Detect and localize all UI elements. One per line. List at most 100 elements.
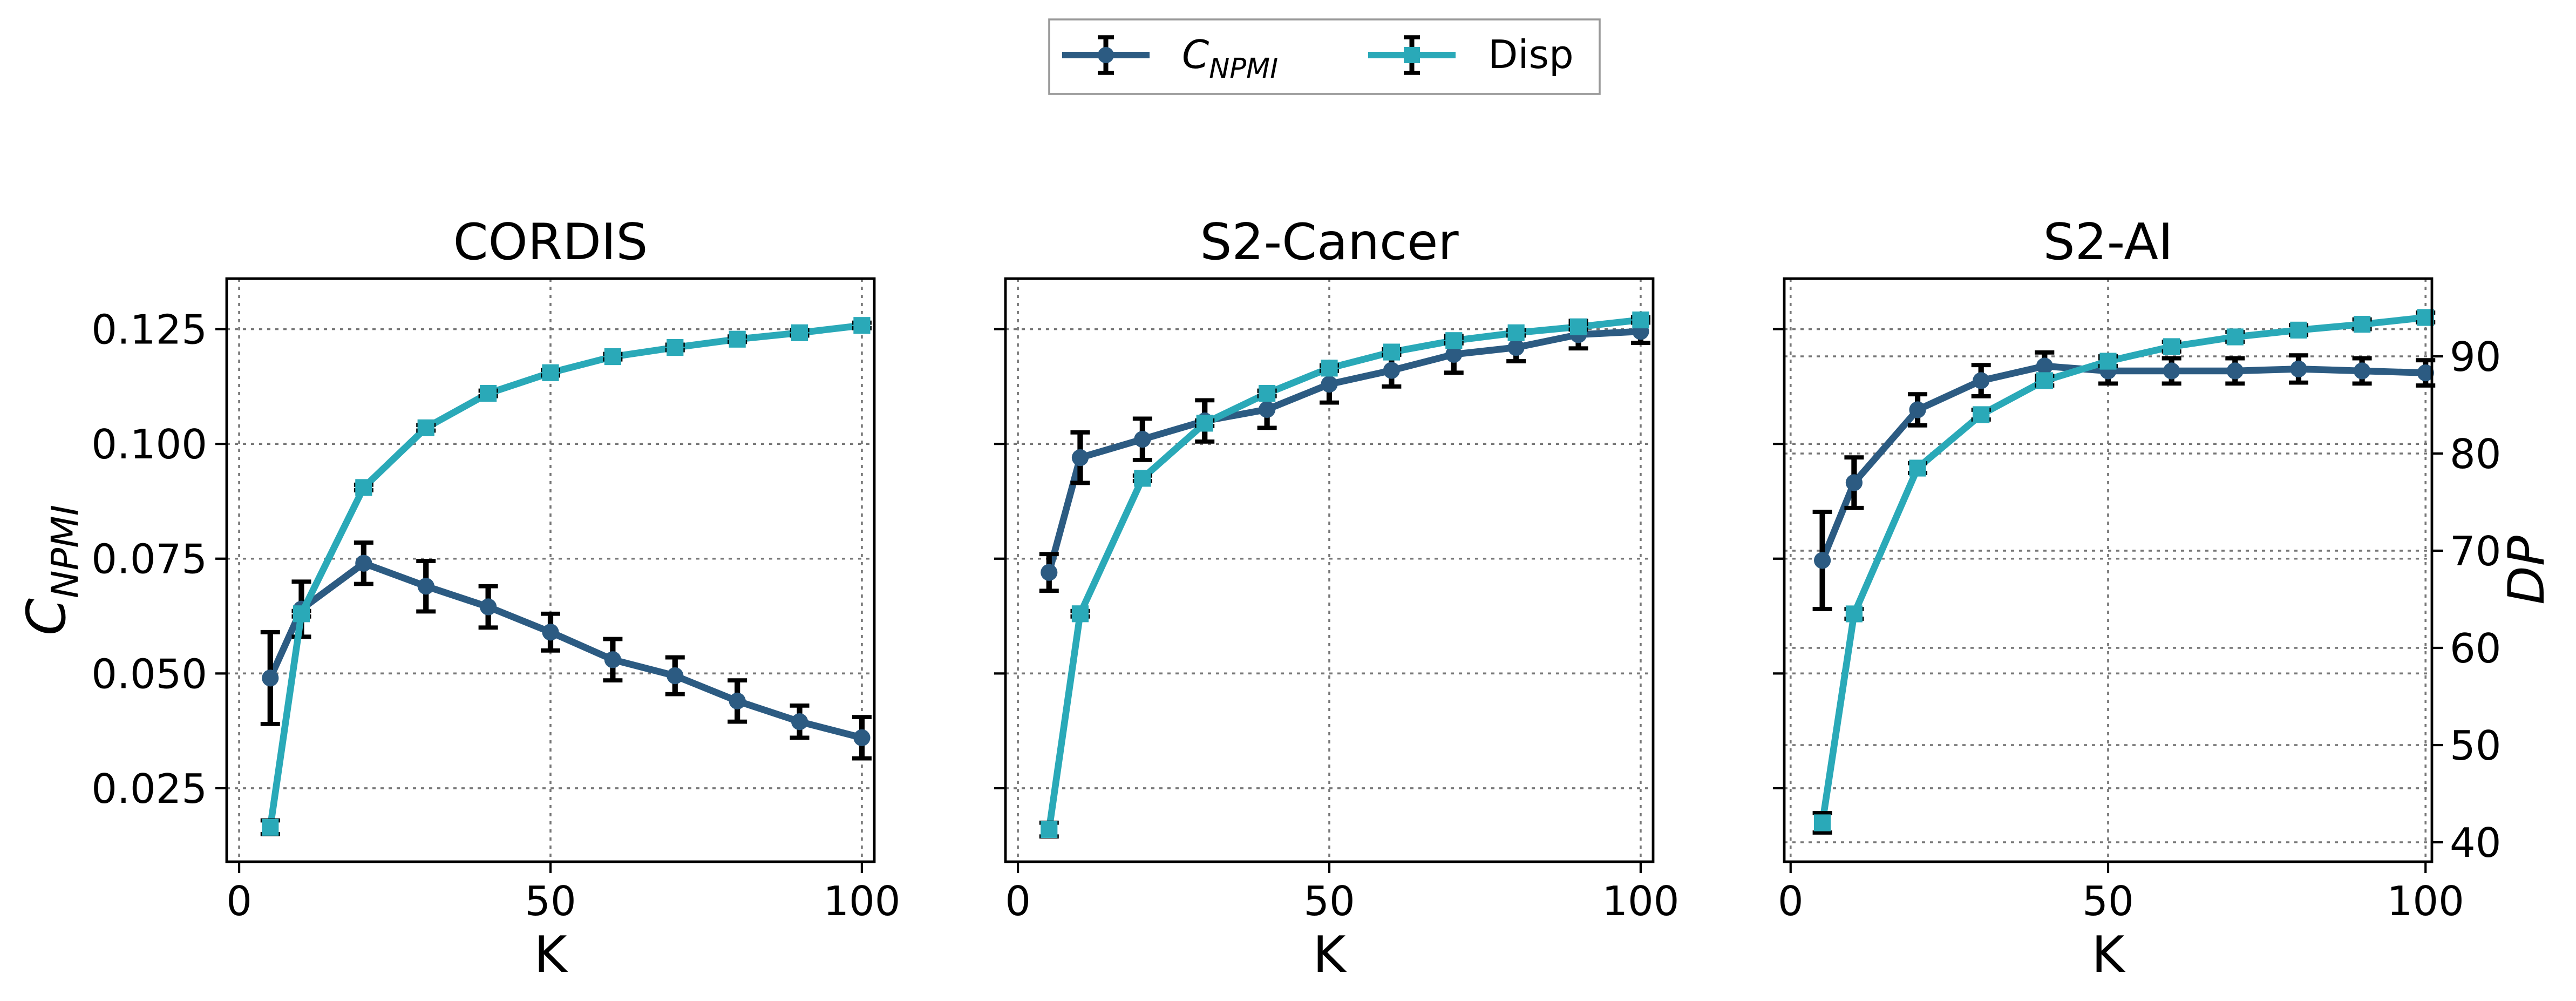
data-point [1071, 449, 1089, 466]
y2-tick-label: 60 [2450, 625, 2501, 672]
data-point [729, 330, 746, 348]
chart-panels: 0 50 100 0.025 0.050 0.075 0.100 0.125 CORDIS K CN… [16, 213, 2555, 984]
series-c-npmi [260, 540, 872, 761]
data-point [1973, 372, 1990, 389]
data-point [1196, 415, 1213, 432]
plot-frame [1783, 277, 2434, 863]
plot-frame [225, 277, 876, 863]
y2-tick-label: 50 [2450, 722, 2501, 769]
data-point [1507, 324, 1525, 341]
data-point [542, 364, 559, 381]
x-tick-label: 100 [823, 877, 900, 925]
data-point [1569, 318, 1587, 335]
data-point [417, 419, 434, 436]
data-point [2290, 360, 2307, 377]
data-point [1845, 605, 1863, 623]
data-point [1909, 459, 1926, 477]
data-point [2163, 362, 2180, 380]
series-line [267, 322, 862, 828]
legend-label-main: C [1182, 32, 1209, 77]
data-point [1321, 360, 1338, 377]
data-point [853, 729, 871, 746]
x-tick-label: 50 [1303, 877, 1355, 925]
data-point [262, 669, 279, 687]
x-tick-label: 100 [1602, 877, 1679, 925]
series-disp [1812, 309, 2436, 835]
chart-panel: 0 50 100 S2-Cancer K [994, 213, 1680, 984]
chart-title: S2-Cancer [1200, 213, 1459, 271]
x-tick-label: 100 [2387, 877, 2464, 925]
chart-title: S2-AI [2043, 213, 2173, 271]
y-tick-label: 0.025 [91, 765, 207, 813]
data-point [604, 348, 621, 366]
x-axis-label: K [1313, 925, 1347, 984]
series-disp [1039, 311, 1650, 839]
y-axis-label-sub: NPMI [44, 505, 87, 598]
chart-panel: 0 50 100 40 50 60 70 80 90 S2-AI K DP [1773, 213, 2555, 984]
y2-tick-label: 80 [2450, 430, 2501, 478]
legend-marker [1098, 47, 1114, 63]
y2-tick-label: 90 [2450, 333, 2501, 381]
data-point [1041, 564, 1058, 581]
y2-tick-label: 70 [2450, 527, 2501, 575]
data-point [1259, 384, 1276, 402]
x-tick-label: 0 [1778, 877, 1804, 925]
data-point [604, 651, 621, 668]
data-point [2226, 362, 2244, 380]
legend-entry: Disp [1368, 32, 1574, 77]
series-disp [260, 317, 872, 836]
data-point [1383, 343, 1400, 361]
data-point [1845, 474, 1863, 491]
series-c-npmi [1039, 317, 1650, 593]
data-point [2290, 321, 2307, 339]
data-point [1321, 375, 1338, 393]
data-point [791, 713, 808, 731]
chart-title: CORDIS [453, 213, 648, 271]
data-point [1383, 362, 1400, 379]
legend-entry: CNPMI [1062, 32, 1278, 85]
y-tick-label: 0.075 [91, 536, 207, 583]
data-point [1259, 401, 1276, 418]
data-point [667, 339, 684, 356]
x-axis-label: K [534, 925, 568, 984]
data-point [480, 598, 497, 616]
data-point [1507, 339, 1525, 356]
legend-label: Disp [1488, 32, 1574, 77]
data-point [1041, 821, 1058, 838]
series-c-npmi [1812, 350, 2436, 611]
y2-tick-label: 40 [2450, 819, 2501, 867]
data-point [1909, 401, 1926, 418]
y-tick-label: 0.100 [91, 421, 207, 468]
y2-axis-label: DP [2497, 536, 2555, 605]
data-point [667, 667, 684, 685]
legend-label: CNPMI [1182, 32, 1278, 85]
legend-marker [1404, 47, 1420, 63]
data-point [791, 324, 808, 341]
data-point [2417, 364, 2434, 382]
x-axis-label: K [2092, 925, 2126, 984]
data-point [2353, 316, 2371, 333]
legend: CNPMI Disp [1048, 18, 1601, 95]
data-point [2036, 372, 2053, 389]
y-axis-label: CNPMI [16, 505, 87, 635]
data-point [853, 317, 871, 334]
plot-frame [1004, 277, 1655, 863]
series-line [267, 559, 863, 741]
data-point [2099, 353, 2117, 370]
series-line [1045, 316, 1641, 830]
x-tick-label: 50 [2082, 877, 2133, 925]
data-point [480, 384, 497, 402]
data-point [1445, 346, 1463, 363]
data-point [262, 819, 279, 836]
data-point [417, 578, 434, 595]
data-point [1071, 605, 1089, 623]
data-point [293, 605, 310, 623]
data-point [1134, 470, 1151, 487]
data-point [1973, 406, 1990, 423]
data-point [2163, 338, 2180, 355]
y-tick-label: 0.050 [91, 650, 207, 698]
data-point [1445, 332, 1463, 349]
data-point [355, 554, 372, 572]
y-tick-label: 0.125 [91, 306, 207, 354]
